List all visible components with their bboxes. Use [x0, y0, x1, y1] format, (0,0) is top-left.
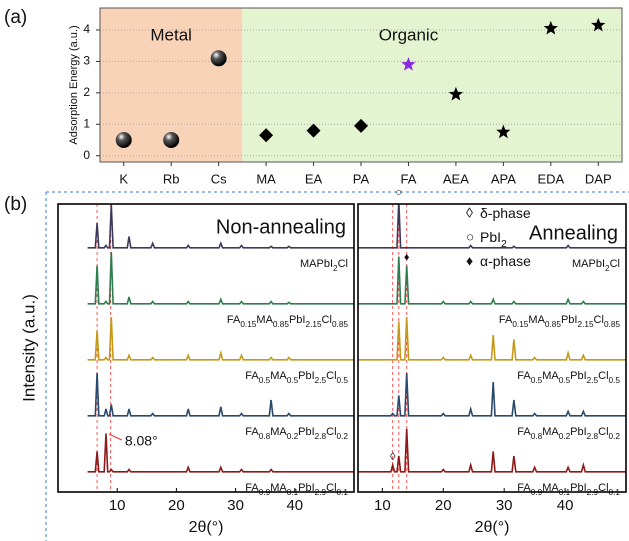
x-tick-label: EDA	[537, 171, 564, 186]
y-axis-label: Adsorption Energy (a.u.)	[68, 25, 80, 144]
trace-label: FA0.8MA0.2PbI2.8Cl0.2	[517, 426, 620, 441]
x-tick-label: EA	[305, 171, 323, 186]
x-axis-label: 2θ(°)	[189, 519, 224, 536]
x-tick-label: 20	[435, 497, 452, 514]
x-tick-label: 30	[496, 497, 513, 514]
trace-label: FA0.15MA0.85PbI2.15Cl0.85	[227, 314, 349, 329]
x-tick-label: Rb	[163, 171, 180, 186]
legend-symbol: ◊	[466, 205, 473, 221]
trace-label: FA0.15MA0.85PbI2.15Cl0.85	[499, 314, 621, 329]
annotation: 8.08°	[125, 433, 158, 449]
trace-label: MAPbI2Cl	[300, 258, 348, 273]
x-tick-label: 30	[227, 497, 244, 514]
peak-mark: ◊	[390, 451, 396, 463]
y-tick-label: 0	[83, 148, 90, 162]
trace-label: FA0.5MA0.5PbI2.5Cl0.5	[245, 370, 348, 385]
region-label: Metal	[150, 25, 192, 44]
trace-label: FA0.9MA0.1PbI2.9Cl0.1	[517, 482, 620, 497]
region-label: Organic	[379, 25, 439, 44]
subplot-title: Annealing	[529, 222, 618, 244]
legend-label: δ-phase	[480, 205, 531, 221]
peak-mark: ♦	[404, 251, 410, 263]
marker	[163, 132, 179, 148]
trace-label: MAPbI2Cl	[572, 258, 620, 273]
y-tick-label: 1	[83, 116, 90, 130]
x-tick-label: APA	[491, 171, 516, 186]
legend-label: PbI2	[480, 229, 507, 250]
y-tick-label: 4	[83, 22, 90, 36]
x-tick-label: DAP	[585, 171, 612, 186]
subplot-title: Non-annealing	[216, 216, 346, 238]
x-tick-label: FA	[401, 171, 417, 186]
marker	[116, 132, 132, 148]
trace-label: FA0.8MA0.2PbI2.8Cl0.2	[245, 426, 348, 441]
peak-mark: ○	[395, 186, 402, 198]
x-tick-label: AEA	[443, 171, 469, 186]
x-tick-label: PA	[353, 171, 370, 186]
marker	[211, 50, 227, 66]
y-tick-label: 3	[83, 54, 90, 68]
y-axis-label: Intensity (a.u.)	[19, 294, 38, 402]
x-tick-label: 10	[109, 497, 126, 514]
x-tick-label: 10	[374, 497, 391, 514]
x-tick-label: K	[119, 171, 128, 186]
legend-symbol: ○	[466, 229, 474, 245]
panel-label: (b)	[4, 194, 27, 215]
legend-symbol: ♦	[466, 253, 473, 269]
figure: (a) (b) Metal Organic 0 1 2 3 4Adsorption Ener…	[0, 0, 629, 541]
x-tick-label: MA	[256, 171, 276, 186]
x-tick-label: 40	[286, 497, 303, 514]
y-tick-label: 2	[83, 85, 90, 99]
panel-label: (a)	[4, 7, 27, 28]
x-tick-label: 20	[168, 497, 185, 514]
trace-label: FA0.9MA0.1PbI2.9Cl0.1	[245, 482, 348, 497]
legend-label: α-phase	[480, 253, 531, 269]
trace-label: FA0.5MA0.5PbI2.5Cl0.5	[517, 370, 620, 385]
x-tick-label: Cs	[211, 171, 227, 186]
x-axis-label: 2θ(°)	[475, 519, 510, 536]
x-tick-label: 40	[557, 497, 574, 514]
